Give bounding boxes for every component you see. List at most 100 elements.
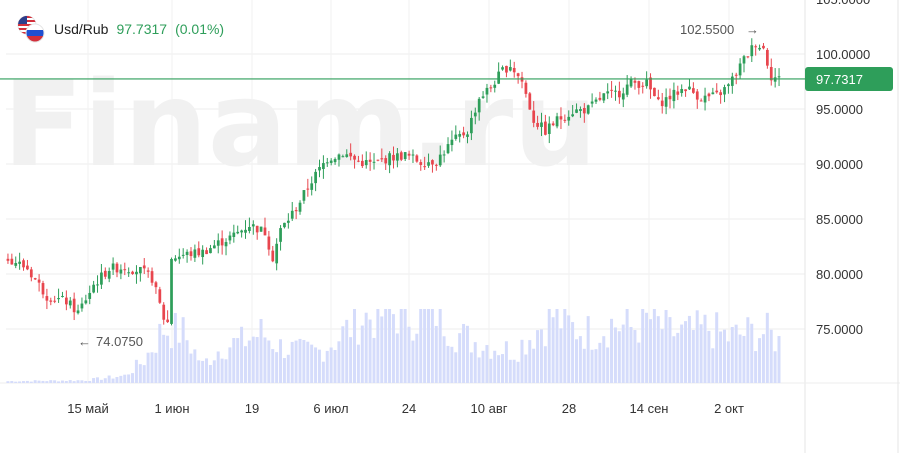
candle-body bbox=[298, 202, 302, 212]
volume-bar bbox=[765, 312, 769, 383]
candle-body bbox=[454, 134, 458, 139]
volume-bar bbox=[602, 336, 606, 383]
volume-bar bbox=[150, 352, 154, 383]
candle-body bbox=[723, 87, 726, 95]
candle-body bbox=[399, 152, 403, 160]
candle-body bbox=[138, 266, 142, 274]
volume-bar bbox=[493, 350, 497, 383]
volume-bar bbox=[520, 339, 524, 383]
volume-bar bbox=[672, 336, 676, 383]
x-tick-label: 19 bbox=[245, 401, 259, 416]
volume-bar bbox=[769, 329, 773, 383]
volume-bar bbox=[220, 358, 224, 383]
candle-body bbox=[512, 67, 516, 73]
price-tag-background bbox=[805, 66, 893, 91]
symbol-label: Usd/Rub bbox=[54, 21, 109, 37]
candle-body bbox=[656, 97, 660, 100]
candle-body bbox=[668, 95, 672, 100]
volume-bar bbox=[314, 347, 318, 383]
candle-body bbox=[384, 158, 388, 164]
candle-body bbox=[555, 116, 559, 127]
candle-body bbox=[621, 93, 625, 100]
volume-bar bbox=[10, 381, 14, 383]
candle-body bbox=[676, 91, 680, 95]
volume-bar bbox=[419, 309, 423, 383]
y-tick-label: 90.0000 bbox=[816, 157, 863, 172]
candle-body bbox=[146, 270, 150, 272]
candle-body bbox=[415, 155, 419, 162]
candle-body bbox=[353, 155, 356, 160]
candle-body bbox=[162, 304, 166, 320]
candle-body bbox=[26, 265, 29, 270]
candle-body bbox=[431, 160, 434, 165]
candle-body bbox=[314, 171, 317, 184]
volume-bar bbox=[742, 335, 746, 383]
high-arrow-icon: → bbox=[746, 22, 759, 37]
volume-bar bbox=[586, 316, 590, 383]
volume-bar bbox=[282, 358, 286, 383]
candle-body bbox=[547, 123, 551, 134]
volume-bar bbox=[458, 333, 462, 383]
us-ru-flags-icon bbox=[16, 14, 46, 44]
volume-bar bbox=[45, 381, 49, 383]
volume-bar bbox=[173, 312, 177, 383]
volume-bar bbox=[302, 340, 306, 383]
candle-body bbox=[579, 109, 582, 111]
candle-body bbox=[434, 164, 438, 166]
candle-body bbox=[571, 114, 575, 117]
candle-body bbox=[446, 144, 450, 154]
candle-body bbox=[197, 248, 201, 256]
candle-body bbox=[154, 282, 158, 288]
volume-bar bbox=[18, 381, 22, 383]
candle-body bbox=[263, 227, 267, 236]
candle-body bbox=[540, 122, 543, 127]
volume-bar bbox=[169, 348, 173, 383]
candle-body bbox=[248, 226, 251, 231]
volume-bar bbox=[652, 309, 656, 383]
volume-bar bbox=[430, 309, 434, 383]
volume-bar bbox=[131, 373, 135, 383]
candle-body bbox=[680, 88, 684, 94]
candle-body bbox=[645, 79, 649, 87]
volume-bar bbox=[621, 324, 625, 383]
candle-body bbox=[92, 284, 95, 293]
volume-bar bbox=[477, 357, 481, 383]
x-tick-label: 2 окт bbox=[714, 401, 744, 416]
volume-bar bbox=[275, 352, 279, 383]
candle-body bbox=[310, 183, 314, 190]
candle-body bbox=[473, 112, 477, 117]
volume-bar bbox=[508, 359, 512, 383]
volume-bar bbox=[594, 349, 598, 383]
candle-body bbox=[758, 47, 761, 50]
volume-bar bbox=[76, 380, 80, 383]
candle-body bbox=[551, 123, 555, 126]
candle-body bbox=[220, 238, 224, 246]
high-annotation: 102.5500 bbox=[680, 22, 734, 37]
candle-body bbox=[88, 292, 92, 299]
volume-bar bbox=[567, 315, 571, 383]
candle-body bbox=[294, 210, 298, 212]
volume-bar bbox=[707, 330, 711, 383]
candle-body bbox=[360, 160, 364, 167]
candle-body bbox=[769, 67, 773, 81]
candle-body bbox=[407, 153, 411, 156]
candle-body bbox=[41, 283, 45, 295]
candle-body bbox=[481, 96, 485, 98]
candle-body bbox=[228, 235, 232, 241]
candle-body bbox=[368, 159, 372, 162]
volume-bar bbox=[21, 381, 25, 383]
x-axis-ticks: 15 май 1 июн 19 6 июл 24 10 авг 28 14 сен 2 окт bbox=[67, 401, 744, 416]
candle-body bbox=[96, 284, 99, 286]
candle-body bbox=[707, 93, 711, 97]
volume-bar bbox=[715, 312, 719, 383]
low-arrow-icon: ← bbox=[78, 334, 91, 349]
volume-bar bbox=[298, 338, 302, 383]
candle-body bbox=[201, 249, 205, 258]
volume-bar bbox=[384, 309, 388, 383]
candle-body bbox=[614, 90, 617, 92]
candle-body bbox=[76, 310, 80, 314]
volume-bar bbox=[337, 341, 341, 383]
candle-body bbox=[575, 109, 578, 113]
